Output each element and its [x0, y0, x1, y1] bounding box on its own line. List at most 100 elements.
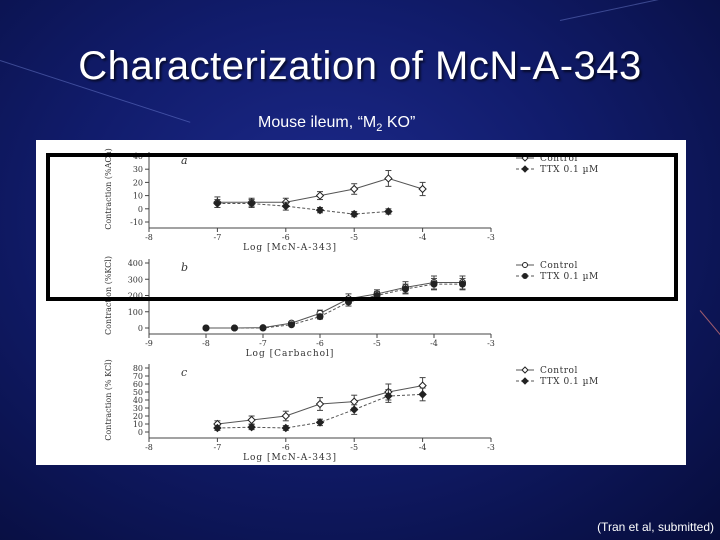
data-point — [418, 184, 427, 194]
data-point — [247, 415, 256, 425]
x-tick-label: -4 — [419, 443, 427, 452]
x-tick-label: -8 — [145, 443, 153, 452]
y-tick-label: 50 — [133, 388, 143, 397]
highlight-box — [46, 153, 678, 301]
series-line-ttx — [217, 203, 389, 215]
data-point — [402, 285, 409, 293]
x-tick-label: -4 — [419, 233, 427, 242]
x-axis-label: Log [Carbachol] — [246, 349, 335, 359]
y-tick-label: 10 — [133, 420, 143, 429]
x-tick-label: -5 — [350, 443, 358, 452]
legend-label: Control — [540, 366, 578, 376]
subtitle-subscript: 2 — [376, 122, 383, 135]
legend-label: Control — [540, 261, 578, 271]
legend-marker — [522, 262, 528, 268]
slide-title: Characterization of McN-A-343 — [78, 44, 642, 88]
x-tick-label: -4 — [430, 339, 438, 348]
y-tick-label: 20 — [133, 178, 143, 187]
legend-marker — [521, 377, 529, 385]
data-point — [459, 280, 466, 288]
data-point — [315, 205, 325, 215]
x-tick-label: -7 — [259, 339, 267, 348]
series-line-ttx — [206, 283, 463, 329]
y-tick-label: 300 — [128, 275, 143, 284]
y-tick-label: 30 — [133, 404, 143, 413]
data-point — [384, 174, 393, 183]
y-tick-label: 0 — [138, 324, 143, 333]
y-tick-label: 30 — [133, 165, 143, 174]
data-point — [213, 199, 222, 208]
legend-label: TTX 0.1 µM — [540, 165, 599, 175]
data-point — [349, 184, 359, 194]
x-tick-label: -8 — [202, 339, 210, 348]
x-axis-label: Log [McN-A-343] — [243, 453, 337, 463]
y-tick-label: 0 — [138, 428, 143, 437]
panel-label: b — [181, 261, 188, 274]
y-axis-label: Contraction (%KCl) — [104, 256, 113, 335]
data-point — [288, 321, 295, 329]
data-point — [349, 405, 359, 414]
x-tick-label: -7 — [214, 443, 222, 452]
x-tick-label: -7 — [214, 233, 222, 242]
citation: (Tran et al, submitted) — [597, 520, 714, 534]
data-point — [315, 399, 325, 409]
chart-panel-b: -9 -8 -7 -6 -5 -4 -3 0 100 200 300 400 Log [Carbacho… — [104, 256, 598, 359]
panel-label: a — [181, 154, 188, 167]
y-tick-label: 100 — [128, 308, 143, 317]
data-point — [315, 418, 325, 427]
decorative-streak — [699, 310, 720, 342]
x-tick-label: -5 — [373, 339, 381, 348]
y-tick-label: 10 — [133, 192, 143, 201]
panel-label: c — [181, 366, 187, 379]
y-axis-label: Contraction (%ACh) — [104, 148, 113, 230]
figure-panel: -8 -7 -6 -5 -4 -3 -10 0 10 20 30 40 Log [McN-A-343] C… — [36, 140, 686, 465]
data-point — [231, 324, 238, 332]
data-point — [281, 411, 291, 421]
x-tick-label: -6 — [316, 339, 324, 348]
y-tick-label: 70 — [133, 372, 143, 381]
x-tick-label: -3 — [487, 339, 495, 348]
series-line-control — [206, 282, 463, 329]
data-point — [349, 209, 359, 219]
y-tick-label: 20 — [133, 412, 143, 421]
y-tick-label: 400 — [128, 259, 143, 268]
data-point — [384, 207, 393, 216]
y-tick-label: 40 — [133, 396, 143, 405]
y-tick-label: -10 — [130, 218, 143, 227]
x-tick-label: -3 — [487, 233, 495, 242]
x-tick-label: -8 — [145, 233, 153, 242]
data-point — [281, 201, 291, 211]
y-axis-label: Contraction (% KCl) — [104, 359, 113, 441]
slide-subtitle: Mouse ileum, “M2 KO” — [258, 114, 415, 134]
x-tick-label: -6 — [282, 233, 290, 242]
data-point — [247, 199, 256, 208]
x-tick-label: -3 — [487, 443, 495, 452]
subtitle-main: Mouse ileum, “M — [258, 114, 377, 131]
decorative-streak — [559, 0, 720, 21]
x-tick-label: -9 — [145, 339, 153, 348]
data-point — [316, 313, 324, 321]
data-point — [315, 191, 325, 200]
data-point — [349, 397, 359, 406]
data-point — [384, 391, 393, 401]
x-axis-label: Log [McN-A-343] — [243, 243, 337, 253]
data-point — [259, 324, 267, 332]
data-point — [418, 390, 427, 399]
data-point — [430, 280, 438, 288]
x-tick-label: -6 — [282, 443, 290, 452]
legend-marker — [522, 273, 528, 279]
y-tick-label: 60 — [133, 380, 143, 389]
x-tick-label: -5 — [350, 233, 358, 242]
data-point — [247, 422, 256, 432]
legend-label: TTX 0.1 µM — [540, 377, 599, 387]
legend-marker — [521, 366, 529, 374]
y-tick-label: 0 — [138, 205, 143, 214]
data-point — [202, 324, 210, 332]
legend-label: Control — [540, 154, 578, 164]
subtitle-end: KO” — [382, 114, 416, 131]
y-tick-label: 80 — [133, 364, 143, 373]
y-tick-label: 200 — [128, 292, 143, 301]
data-point — [213, 423, 222, 433]
